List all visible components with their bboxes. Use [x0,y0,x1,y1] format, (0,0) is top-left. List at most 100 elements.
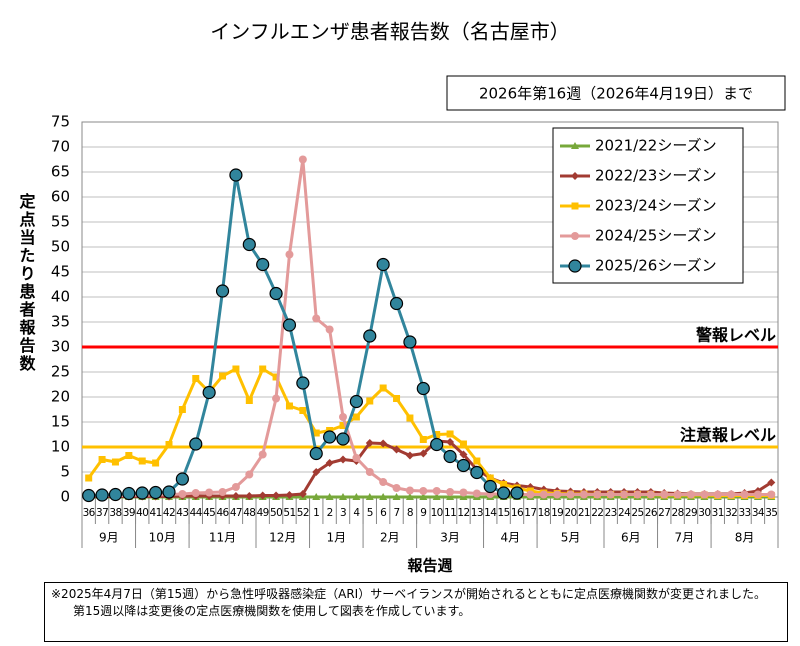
marker [633,490,642,499]
marker [405,486,414,495]
marker [215,284,230,298]
marker [352,413,360,421]
marker [272,394,281,403]
marker [135,486,149,500]
marker [446,438,455,446]
marker [446,488,455,496]
marker [379,384,387,392]
marker [376,257,390,272]
marker [82,488,96,503]
marker [767,490,776,499]
x-tick-label: 33 [738,507,750,519]
month-label: 9月 [99,531,119,545]
x-tick-label: 19 [551,507,563,519]
footnote-line: 第15週以降は変更後の定点医療機関数を使用して図表を作成しています。 [73,604,471,618]
x-tick-label: 2 [327,507,333,519]
marker [325,325,334,334]
marker [245,492,254,500]
footnote-line: ※2025年4月7日（第15週）から急性呼吸器感染症（ARI）サーベイランスが開… [51,587,766,601]
marker [309,446,323,461]
x-tick-label: 30 [698,507,710,519]
marker [122,486,136,501]
marker [175,472,189,486]
marker [459,440,467,448]
marker [365,468,374,476]
x-tick-label: 26 [645,507,658,519]
marker [446,430,454,438]
marker [296,376,310,390]
marker [285,491,294,499]
marker [152,459,160,467]
marker [98,456,106,463]
marker [231,492,240,500]
marker [571,172,579,180]
marker [191,489,200,497]
marker [419,493,428,500]
x-tick-label: 23 [605,507,617,519]
y-tick-label: 10 [51,438,70,456]
y-tick-label: 15 [51,413,70,431]
x-tick-label: 50 [270,507,282,519]
marker [497,486,511,500]
x-tick-label: 38 [109,507,121,519]
marker [363,329,377,343]
month-label: 5月 [561,531,581,545]
x-tick-label: 24 [618,507,631,519]
x-tick-label: 28 [672,507,684,519]
x-tick-label: 3 [340,507,346,519]
x-tick-label: 10 [431,507,443,519]
marker [419,487,428,495]
marker [687,490,695,499]
marker [365,439,374,447]
chart: インフルエンザ患者報告数（名古屋市） 2026年第16週（2026年4月19日）… [17,20,786,575]
marker [149,485,163,500]
x-tick-label: 18 [538,507,550,519]
x-tick-label: 21 [578,507,590,519]
y-tick-label: 25 [51,363,70,381]
x-tick-label: 20 [564,507,576,519]
marker [312,314,321,323]
marker [205,488,214,497]
marker [138,457,146,465]
marker [571,202,579,210]
marker [673,490,682,499]
marker [165,441,173,448]
marker [456,458,471,473]
marker [389,296,404,311]
marker [433,431,441,438]
x-tick-label: 29 [685,507,697,519]
marker [740,490,749,499]
marker [178,406,186,413]
marker [526,490,535,499]
marker [392,484,401,492]
marker [95,488,109,502]
marker [379,478,388,486]
reference-label: 警報レベル [695,326,776,345]
marker [312,429,320,437]
y-tick-label: 20 [51,388,70,406]
marker [282,318,297,332]
marker [258,450,267,459]
marker [767,478,776,487]
x-tick-label: 14 [484,507,497,519]
x-tick-label: 32 [725,507,737,519]
marker [510,486,524,500]
x-tick-label: 22 [591,507,603,519]
month-label: 10月 [149,531,176,545]
marker [646,490,655,499]
x-tick-label: 25 [631,507,643,519]
marker [178,490,187,498]
marker [325,493,334,500]
y-tick-label: 30 [51,338,70,356]
marker [231,483,240,491]
marker [700,490,709,499]
y-tick-label: 40 [51,288,70,306]
marker [162,485,176,499]
marker [392,493,401,500]
marker [242,237,256,252]
marker [285,250,294,259]
marker [85,474,93,482]
marker [219,372,227,380]
y-tick-label: 45 [51,263,70,281]
month-label: 4月 [500,531,520,545]
